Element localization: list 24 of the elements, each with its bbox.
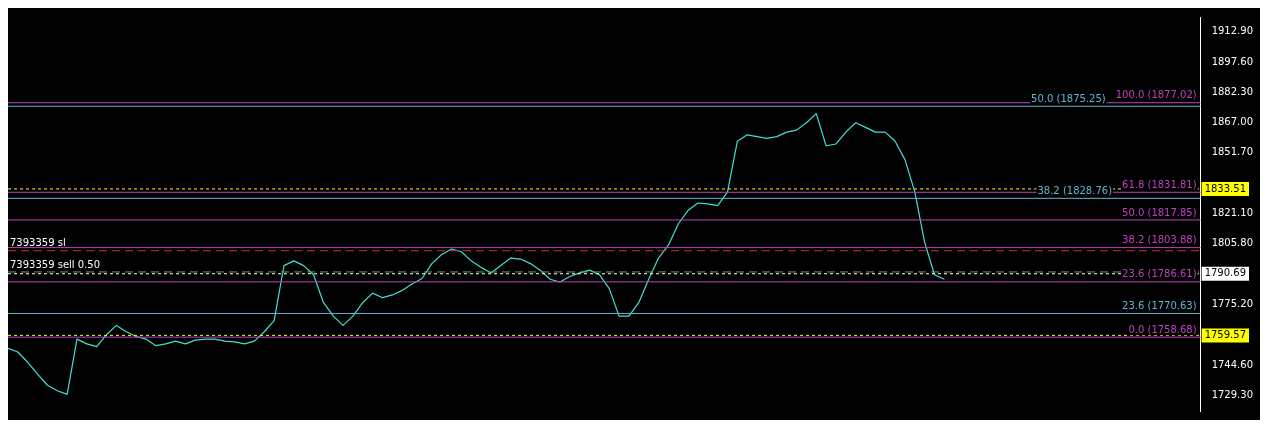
y-tick-label: 1912.90 <box>1211 25 1254 37</box>
y-tick-label: 1775.20 <box>1211 298 1254 310</box>
ref-line-label: 38.2 (1803.88) <box>1122 234 1197 246</box>
ref-line-label: 50.0 (1817.85) <box>1122 206 1197 218</box>
y-tick-label: 1867.00 <box>1211 116 1254 128</box>
ref-line-label: 7393359 sell 0.50 <box>10 258 101 270</box>
y-tick-label: 1729.30 <box>1211 388 1254 400</box>
y-tick-label: 1821.10 <box>1211 207 1254 219</box>
y-tick-label: 1744.60 <box>1211 358 1254 370</box>
ref-line-label: 50.0 (1875.25) <box>1031 92 1106 104</box>
ref-line-label: 7393359 sl <box>10 237 66 249</box>
y-tick-label: 1805.80 <box>1211 237 1254 249</box>
ref-line-label: 61.8 (1831.81) <box>1122 178 1197 190</box>
y-tick-label: 1851.70 <box>1211 146 1254 158</box>
ref-line-label: 38.2 (1828.76) <box>1037 184 1113 196</box>
ref-line-label: 1790.69 <box>1204 267 1247 279</box>
ref-line-label: 1833.51 <box>1204 182 1247 194</box>
ref-line-label: 23.6 (1770.63) <box>1122 300 1197 312</box>
ref-line-label: 23.6 (1786.61) <box>1122 268 1197 280</box>
ref-line-label: 1759.57 <box>1204 328 1247 340</box>
y-tick-label: 1882.30 <box>1211 85 1254 97</box>
ref-line-label: 100.0 (1877.02) <box>1115 89 1197 101</box>
ref-line-label: 0.0 (1758.68) <box>1128 323 1197 335</box>
y-tick-label: 1897.60 <box>1211 55 1254 67</box>
